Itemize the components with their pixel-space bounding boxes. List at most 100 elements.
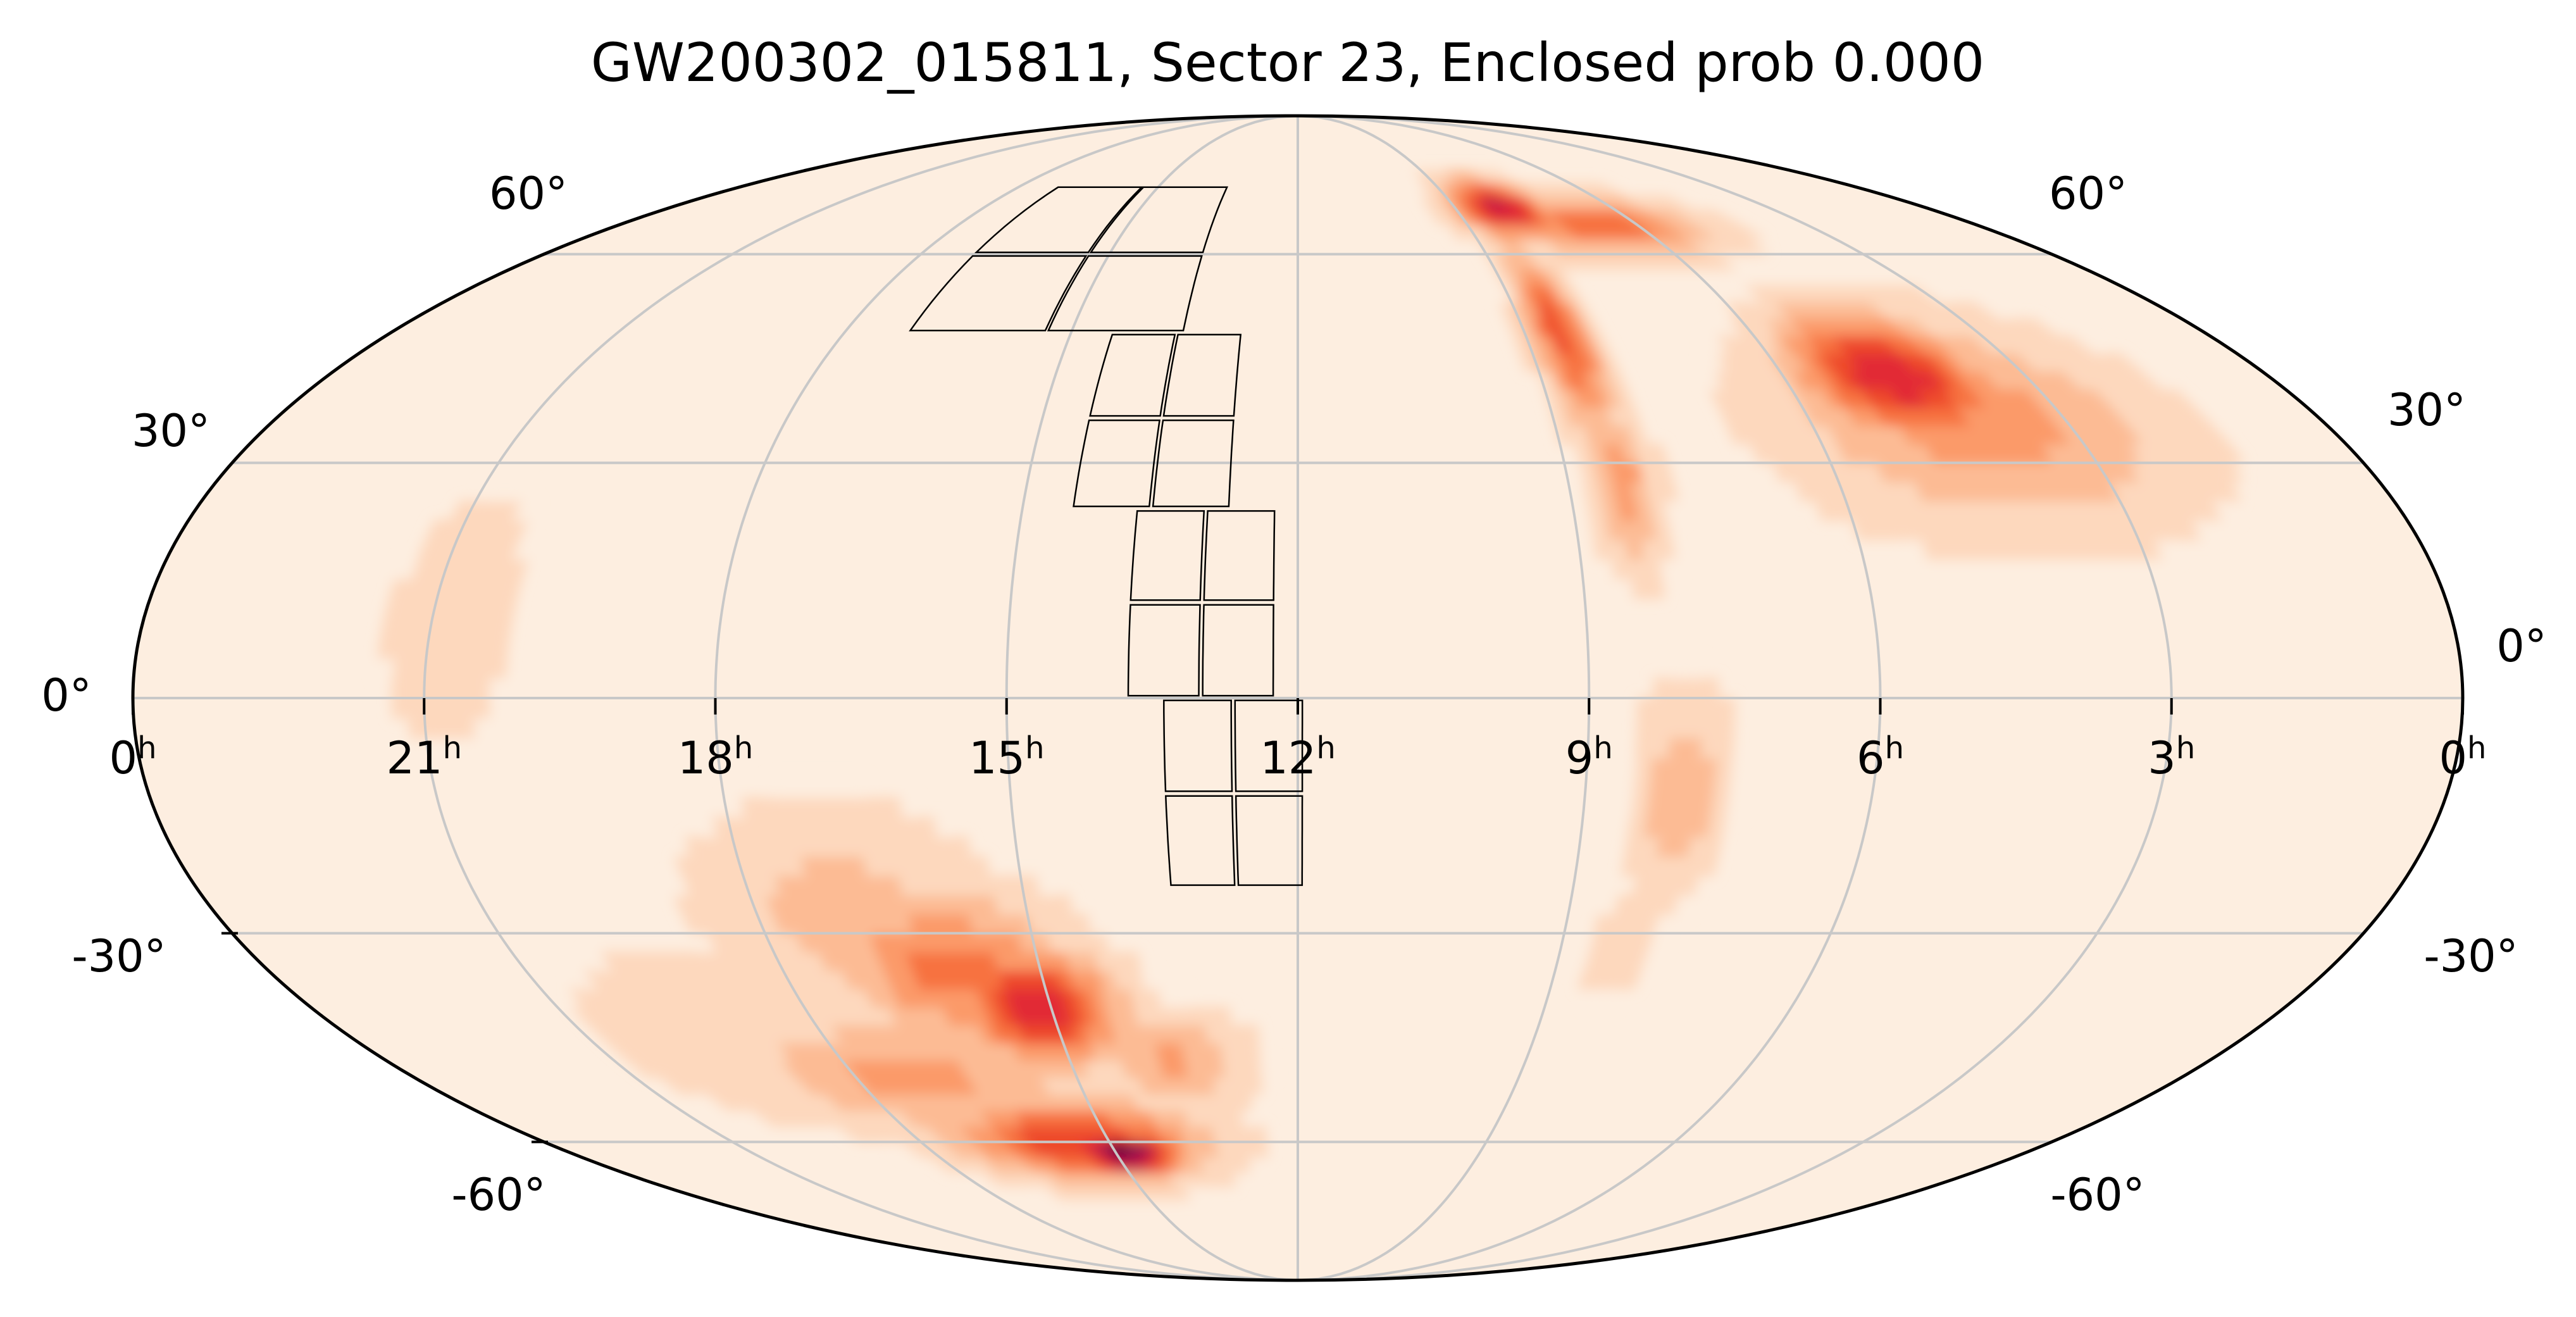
- probability-cell: [1684, 658, 1703, 679]
- probability-cell: [1712, 777, 1731, 798]
- ccd-outline: [974, 186, 1144, 253]
- probability-cell: [1653, 697, 1671, 719]
- probability-cell: [1632, 777, 1652, 798]
- probability-cell: [456, 697, 474, 719]
- probability-cell: [848, 777, 868, 798]
- ccd-outline: [1089, 186, 1229, 253]
- probability-cell: [1715, 737, 1734, 759]
- ra-label: 9h: [1565, 730, 1613, 784]
- probability-cell: [1679, 777, 1700, 798]
- ra-label: 6h: [1857, 730, 1904, 784]
- probability-cell: [391, 697, 409, 719]
- probability-cell: [1614, 578, 1633, 599]
- probability-cell: [1717, 717, 1735, 739]
- dec-label-right: 0°: [2496, 620, 2547, 672]
- probability-cell: [1586, 500, 1607, 521]
- ccd-outline: [1234, 699, 1304, 792]
- probability-cell: [583, 951, 613, 971]
- probability-cell: [425, 520, 452, 540]
- probability-cell: [1708, 797, 1729, 818]
- probability-cell: [1714, 318, 1743, 337]
- probability-cell: [674, 856, 698, 877]
- probability-cell: [391, 677, 409, 699]
- probability-cell: [1667, 737, 1686, 759]
- probability-cell: [474, 637, 494, 659]
- probability-cell: [1617, 757, 1636, 778]
- ra-tick-marks: [132, 698, 2464, 1144]
- probability-cell: [488, 677, 506, 699]
- probability-cell: [472, 697, 490, 719]
- probability-cell: [1651, 737, 1670, 759]
- tess-sector-footprint: [909, 186, 1304, 886]
- probability-cell: [377, 637, 397, 659]
- probability-cell: [1685, 677, 1703, 699]
- probability-cell: [1611, 558, 1631, 580]
- probability-cell: [1653, 677, 1671, 699]
- probability-cell: [457, 637, 478, 659]
- ra-label: 3h: [2148, 730, 2195, 784]
- probability-cell: [568, 970, 599, 990]
- probability-cell: [380, 618, 401, 639]
- ccd-outline: [1163, 699, 1233, 792]
- probability-cell: [1683, 737, 1702, 759]
- dec-label-right: 60°: [2049, 168, 2127, 220]
- ra-axis-labels: 0h 21h 18h 15h 12h 9h 6h 3h 0h: [109, 730, 2487, 784]
- probability-cell: [392, 658, 411, 679]
- ccd-outline: [1129, 510, 1205, 601]
- ccd-outline: [1164, 795, 1236, 886]
- probability-cell: [1668, 658, 1687, 679]
- probability-cell: [1698, 757, 1717, 778]
- probability-cell: [1685, 697, 1703, 719]
- dec-axis-labels-left: 60° 30° 0° -30° -60°: [41, 168, 568, 1221]
- ccd-outline: [1089, 334, 1176, 417]
- probability-cell: [695, 816, 718, 838]
- probability-cell: [456, 677, 474, 699]
- probability-cell: [1230, 1025, 1247, 1044]
- probability-cell: [1634, 757, 1653, 778]
- probability-cell: [1684, 717, 1703, 739]
- dec-label-left: -60°: [451, 1169, 545, 1221]
- probability-cell: [1627, 558, 1647, 580]
- probability-cell: [1593, 539, 1613, 560]
- probability-cell: [1624, 836, 1645, 858]
- probability-cell: [1597, 894, 1619, 915]
- probability-cell: [1702, 697, 1719, 719]
- probability-cell: [1410, 182, 1430, 197]
- probability-cell: [407, 697, 425, 719]
- ra-label: 0h: [2439, 730, 2487, 784]
- probability-cell: [1259, 1059, 1274, 1078]
- probability-cell: [1232, 1042, 1248, 1061]
- probability-cell: [490, 637, 510, 659]
- probability-cell: [1669, 677, 1687, 699]
- probability-cell: [472, 717, 492, 739]
- probability-cell: [1645, 578, 1665, 599]
- probability-cell: [1215, 1006, 1232, 1026]
- probability-cell: [832, 777, 852, 798]
- dec-label-right: -60°: [2050, 1169, 2144, 1221]
- probability-cell: [800, 777, 821, 798]
- probability-cell: [1700, 717, 1719, 739]
- ccd-outline: [1073, 419, 1161, 508]
- ra-label: 21h: [387, 730, 463, 784]
- dec-label-left: 30°: [132, 405, 210, 457]
- probability-cell: [1702, 677, 1719, 699]
- probability-cell: [1730, 757, 1750, 778]
- probability-cell: [1661, 797, 1681, 818]
- probability-cell: [488, 658, 507, 679]
- probability-cell: [1629, 578, 1650, 599]
- probability-cell: [1247, 1059, 1262, 1078]
- probability-cell: [1217, 1025, 1233, 1044]
- probability-cell: [1693, 797, 1713, 818]
- ra-label: 18h: [678, 730, 754, 784]
- probability-cells: [375, 170, 2246, 1201]
- probability-cell: [1665, 757, 1685, 778]
- probability-cell: [1590, 520, 1610, 540]
- probability-cell: [472, 658, 492, 679]
- ccd-outline: [909, 255, 1088, 332]
- dec-label-left: 0°: [41, 670, 92, 721]
- probability-cell: [1695, 777, 1715, 798]
- probability-cell: [1677, 797, 1697, 818]
- probability-cell: [456, 658, 475, 679]
- dec-label-left: -30°: [72, 930, 166, 982]
